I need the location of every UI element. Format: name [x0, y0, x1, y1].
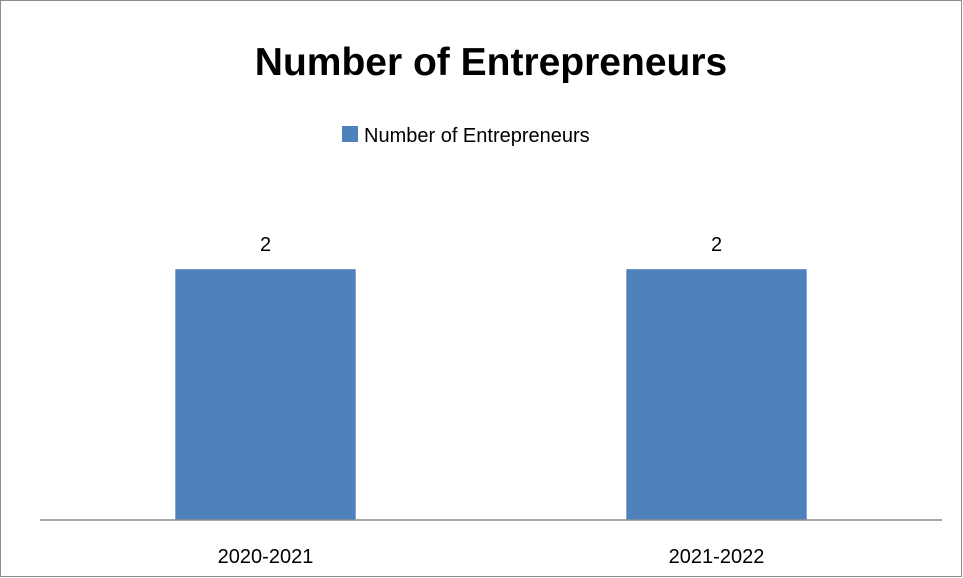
bar-2020-2021: [175, 269, 356, 520]
x-tick-label-2020-2021: 2020-2021: [218, 546, 314, 568]
bars-group: [175, 269, 807, 520]
legend: Number of Entrepreneurs: [342, 125, 590, 147]
chart-title: Number of Entrepreneurs: [255, 41, 727, 84]
data-label-2021-2022: 2: [711, 234, 722, 256]
bar-2021-2022: [626, 269, 807, 520]
data-label-2020-2021: 2: [260, 234, 271, 256]
legend-label: Number of Entrepreneurs: [364, 125, 590, 147]
x-tick-labels-group: 2020-2021 2021-2022: [218, 546, 765, 568]
x-tick-label-2021-2022: 2021-2022: [669, 546, 765, 568]
legend-swatch: [342, 126, 358, 142]
